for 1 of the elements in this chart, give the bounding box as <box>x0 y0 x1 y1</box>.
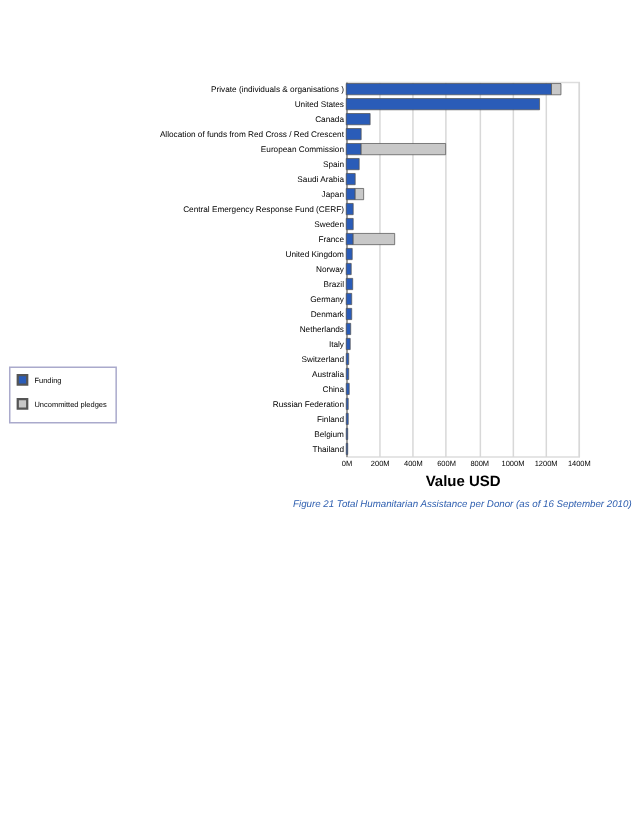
x-axis-title: Value USD <box>425 471 502 490</box>
